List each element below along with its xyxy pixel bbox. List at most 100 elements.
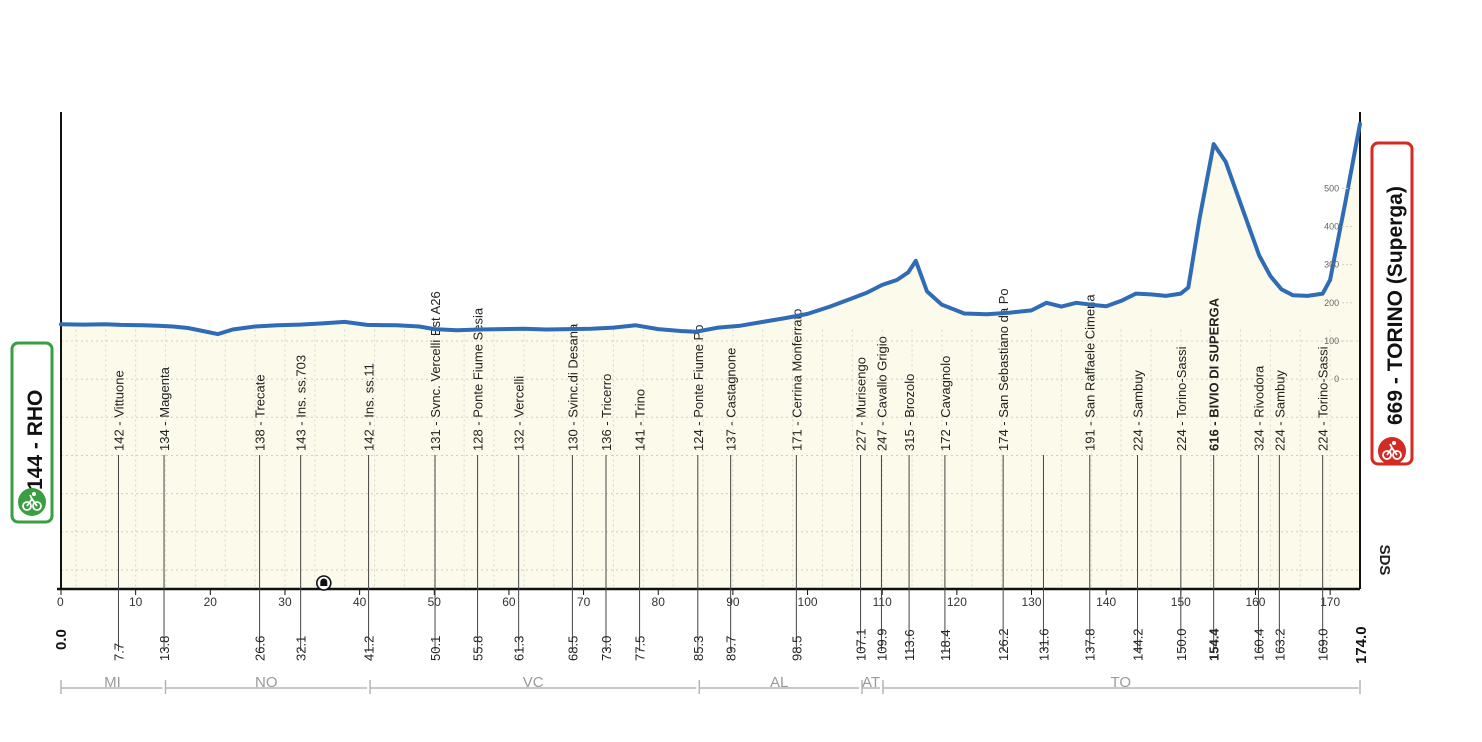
waypoint-label: 124 - Ponte Fiume Po [691,325,706,451]
y-tick-label: 400 [1324,221,1339,231]
profile-line-layer [59,121,1362,337]
waypoint-label: 315 - Brozolo [902,374,917,451]
finish-label: 669 - TORINO (Superga) [1384,186,1407,425]
x-tick-label: 50 [428,595,442,609]
profile-area-layer [61,123,1360,590]
y-tick-label: 100 [1324,336,1339,346]
waypoint-km: 13.8 [157,636,172,661]
waypoint-label: 130 - Svinc.di Desana [565,323,580,451]
waypoint-label: 224 - Torino-Sassi [1316,346,1331,451]
waypoint-label: 224 - Sambuy [1272,370,1287,451]
waypoint-km: 50.1 [428,636,443,661]
waypoint-km: 144.2 [1131,628,1146,661]
start-badge-frame [10,341,54,524]
profile-area [61,123,1360,590]
x-tick-label: 140 [1096,595,1116,609]
x-tick-label: 60 [502,595,516,609]
waypoint-label: 224 - Sambuy [1131,370,1146,451]
x-tick-label: 90 [726,595,740,609]
y-tick-label: 500 [1324,183,1339,193]
waypoint-km: 85.3 [691,636,706,661]
y-tick-label: 300 [1324,260,1339,270]
x-tick-label: 80 [652,595,666,609]
waypoint-label: 247 - Cavallo Grigio [875,336,890,451]
waypoint-label: 142 - Ins. ss.11 [362,363,377,451]
region-label: AT [862,674,880,691]
waypoint-km: 169.0 [1316,628,1331,661]
waypoint-label: 137 - Castagnone [724,348,739,451]
tunnel-icon [315,575,332,591]
x-tick-label: 130 [1022,595,1042,609]
waypoint-km: 32.1 [294,636,309,661]
brand-mark: SDS [1376,545,1393,576]
region-label: VC [523,674,544,691]
y-ticks-layer: 0 100 200 300 400 500 [1324,183,1354,384]
waypoint-km: 41.2 [362,636,377,661]
waypoint-label: 227 - Murisengo [854,357,869,451]
start-km-label: 0.0 [53,629,70,650]
regions-layer: MI NO VC AL AT TO [60,674,1361,694]
x-tick-label: 170 [1320,595,1340,609]
waypoint-label: 131 - Svnc. Vercelli Est A26 [428,291,443,451]
waypoint-km: 55.8 [471,636,486,661]
waypoint-km: 68.5 [565,636,580,661]
cyclist-icon [18,488,46,516]
waypoint-km: 77.5 [633,636,648,661]
x-tick-label: 100 [798,595,818,609]
waypoint-km: 113.6 [902,629,917,661]
markers-layer [315,575,332,591]
waypoint-km: 160.4 [1252,628,1267,661]
waypoint-km: 26.6 [253,636,268,661]
profile-line [59,121,1362,337]
waypoint-km: 7.7 [112,643,127,661]
waypoint-label: 616 - BIVIO DI SUPERGA [1207,297,1222,451]
y-tick-label: 200 [1324,298,1339,308]
axis-layer: 0 10 20 30 40 50 60 70 80 90 100 110 120 130 140 150 160… [57,112,1361,609]
waypoint-label: 174 - San Sebastiano da Po [996,288,1011,451]
waypoint-label: 142 - Vittuone [112,370,127,451]
waypoint-km: 61.3 [512,636,527,661]
waypoint-km: 73.0 [599,636,614,661]
finish-km-label: 174.0 [1353,626,1370,664]
x-tick-label: 110 [873,595,892,609]
x-tick-label: 0 [57,595,64,609]
waypoint-km: 98.5 [789,636,804,661]
start-label: 144 - RHO [24,390,47,490]
waypoints-layer: 142 - Vittuone 7.7 134 - Magenta 13.8 138 - … [112,288,1331,661]
waypoint-label: 136 - Tricerro [599,374,614,451]
waypoint-label: 134 - Magenta [157,366,172,451]
waypoint-km: 107.1 [854,628,869,661]
start-badge: 144 - RHO [10,341,54,524]
waypoint-km: 163.2 [1272,628,1287,661]
waypoint-km: 126.2 [996,628,1011,661]
waypoint-label: 224 - Torino-Sassi [1174,346,1189,451]
waypoint-label: 132 - Vercelli [512,376,527,451]
region-label: NO [255,674,278,691]
region-label: MI [104,674,121,691]
x-tick-label: 70 [577,595,591,609]
waypoint-km: 150.0 [1174,628,1189,661]
x-tick-label: 40 [353,595,367,609]
waypoint-km: 137.8 [1083,628,1098,661]
x-tick-label: 20 [204,595,218,609]
x-tick-label: 120 [947,595,967,609]
x-tick-label: 30 [278,595,292,609]
cyclist-icon [1378,437,1406,465]
grid-layer [61,329,1360,589]
waypoint-label: 128 - Ponte Fiume Sesia [471,307,486,451]
waypoint-km: 109.9 [875,628,890,661]
waypoint-label: 138 - Trecate [253,374,268,451]
waypoint-label: 324 - Rivodora [1252,365,1267,451]
waypoint-km: 89.7 [724,636,739,661]
waypoint-km: 154.4 [1207,628,1222,661]
region-label: AL [770,674,788,691]
region-label: TO [1110,674,1131,691]
waypoint-km: 118.4 [938,629,953,661]
waypoint-label: 143 - Ins. ss.703 [294,355,309,451]
waypoint-label: 172 - Cavagnolo [938,356,953,451]
finish-badge: 669 - TORINO (Superga) [1370,141,1414,466]
waypoint-label: 171 - Cerrina Monferrato [789,309,804,451]
waypoint-km: 131.6 [1037,628,1052,661]
x-tick-label: 10 [129,595,143,609]
